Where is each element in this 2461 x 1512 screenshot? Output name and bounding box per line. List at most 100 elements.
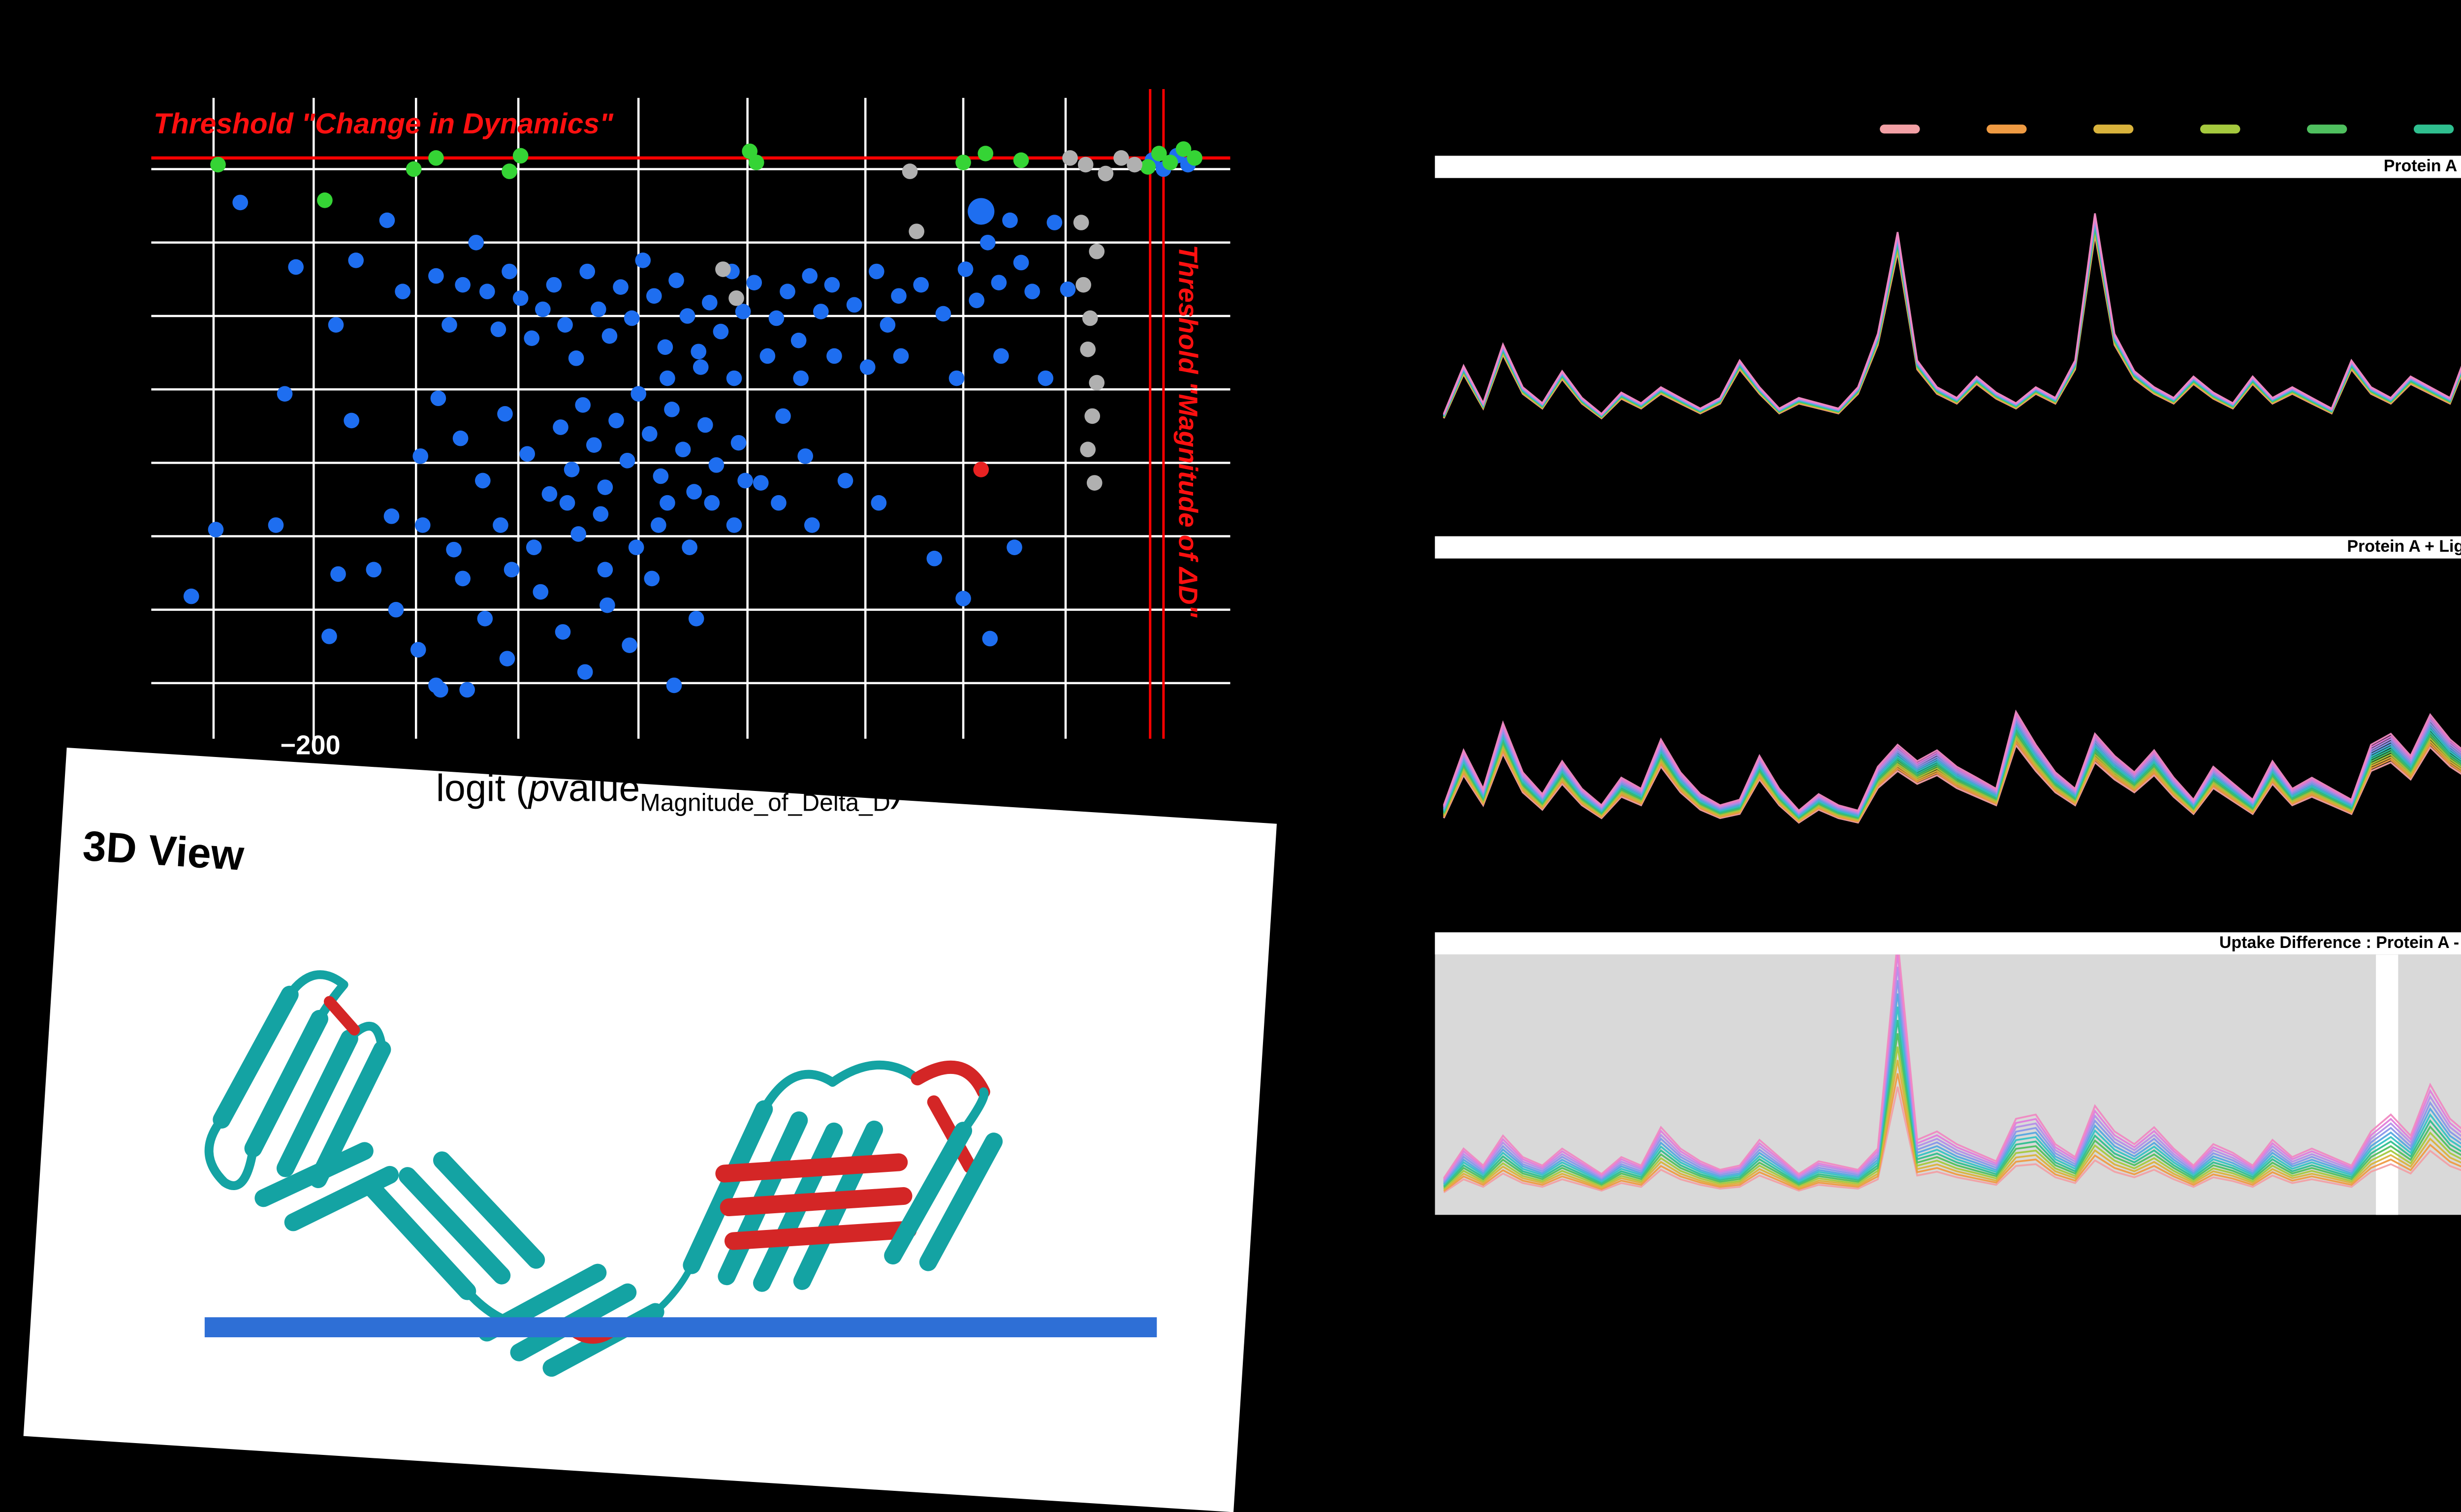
data-point-blue[interactable] [597,562,613,578]
data-point-gray[interactable] [1089,375,1105,391]
data-point-blue[interactable] [546,277,562,293]
data-point-green[interactable] [1013,152,1029,168]
data-point-gray[interactable] [715,261,731,277]
data-point-blue[interactable] [713,323,729,340]
data-point-blue[interactable] [277,386,293,402]
data-point-blue[interactable] [591,301,606,317]
data-point-blue[interactable] [646,288,662,304]
data-point-gray[interactable] [909,223,924,239]
data-point-blue[interactable] [993,348,1009,364]
data-point-blue[interactable] [379,212,395,228]
data-point-blue[interactable] [979,234,996,251]
data-point-blue[interactable] [412,448,429,464]
data-point-gray[interactable] [1062,150,1078,166]
data-point-blue[interactable] [948,370,965,386]
data-point-blue[interactable] [679,308,695,324]
legend-item[interactable] [2200,125,2240,134]
data-point-green[interactable] [317,192,333,208]
data-point-blue[interactable] [726,370,742,386]
data-point-blue[interactable] [730,435,747,451]
data-point-blue[interactable] [608,412,624,429]
data-point-blue[interactable] [428,677,444,693]
data-point-blue[interactable] [693,359,709,375]
data-point-blue[interactable] [328,317,344,333]
data-point-green[interactable] [1175,141,1192,157]
data-point-blue[interactable] [826,348,842,364]
data-point-green[interactable] [1151,146,1167,161]
data-point-blue[interactable] [813,304,829,319]
uptake-chart-protein-a-ligand[interactable] [1435,559,2461,913]
data-point-blue[interactable] [775,408,791,424]
data-point-blue[interactable] [780,284,795,300]
data-point-blue[interactable] [321,629,337,644]
data-point-blue[interactable] [664,402,680,417]
legend-item[interactable] [2093,125,2134,134]
data-point-blue[interactable] [802,268,818,284]
data-point-blue[interactable] [1038,370,1054,386]
data-point-blue[interactable] [613,279,629,295]
data-point-blue[interactable] [477,610,493,627]
data-point-blue[interactable] [666,677,682,693]
data-point-blue[interactable] [651,517,666,533]
data-point-blue[interactable] [490,321,506,337]
data-point-blue[interactable] [1024,284,1041,300]
data-point-green[interactable] [1162,155,1178,170]
data-point-blue[interactable] [735,304,751,319]
data-point-blue[interactable] [653,468,669,484]
data-point-green[interactable] [406,161,422,177]
data-point-blue[interactable] [579,263,596,280]
data-point-blue[interactable] [982,630,998,647]
data-point-gray[interactable] [1113,150,1129,166]
data-point-blue[interactable] [452,430,469,446]
data-point-green[interactable] [502,163,517,179]
data-point-blue[interactable] [468,234,484,251]
data-point-blue[interactable] [268,517,284,533]
protein-structure[interactable] [147,871,1070,1471]
data-point-gray[interactable] [1080,341,1096,357]
data-point-blue[interactable] [893,348,909,364]
data-point-blue[interactable] [837,472,853,489]
data-point-gray[interactable] [1127,157,1142,173]
data-point-blue[interactable] [288,259,304,275]
data-point-blue[interactable] [737,472,753,489]
data-point-blue[interactable] [504,562,520,578]
data-point-blue[interactable] [969,292,985,309]
data-point-blue[interactable] [395,284,410,300]
data-point-gray[interactable] [1077,157,1094,173]
data-point-blue[interactable] [935,306,951,322]
data-point-green[interactable] [1140,159,1156,175]
data-point-blue[interactable] [753,475,769,491]
data-point-blue[interactable] [599,597,615,613]
data-point-blue[interactable] [1060,281,1076,297]
data-point-blue[interactable] [348,252,364,268]
data-point-blue[interactable] [768,310,785,326]
data-point-blue[interactable] [519,446,536,462]
data-point-blue[interactable] [597,479,613,495]
data-point-blue[interactable] [631,386,647,402]
data-point-blue[interactable] [1002,212,1018,228]
data-point-blue[interactable] [644,570,660,587]
data-point-gray[interactable] [1073,215,1089,230]
data-point-blue[interactable] [455,277,471,293]
data-point-blue[interactable] [366,562,382,578]
data-point-green[interactable] [428,150,444,166]
data-point-blue[interactable] [641,426,658,442]
data-point-blue[interactable] [526,539,542,555]
data-point-blue[interactable] [502,263,517,280]
data-point-blue[interactable] [541,486,558,502]
data-point-blue[interactable] [913,277,929,293]
data-point-blue[interactable] [553,419,568,435]
data-point-blue[interactable] [446,541,462,558]
data-point-blue[interactable] [410,642,426,658]
data-point-blue[interactable] [868,263,884,280]
data-point-blue[interactable] [555,624,571,640]
data-point-blue[interactable] [512,290,529,306]
data-point-green[interactable] [748,155,764,170]
legend-item[interactable] [1987,125,2027,134]
data-point-blue[interactable] [793,370,809,386]
data-point-gray[interactable] [1082,310,1098,326]
data-point-gray[interactable] [1075,277,1091,293]
data-point-green[interactable] [955,155,971,170]
uptake-difference-chart[interactable] [1435,954,2461,1215]
data-point-blue[interactable] [704,495,720,511]
